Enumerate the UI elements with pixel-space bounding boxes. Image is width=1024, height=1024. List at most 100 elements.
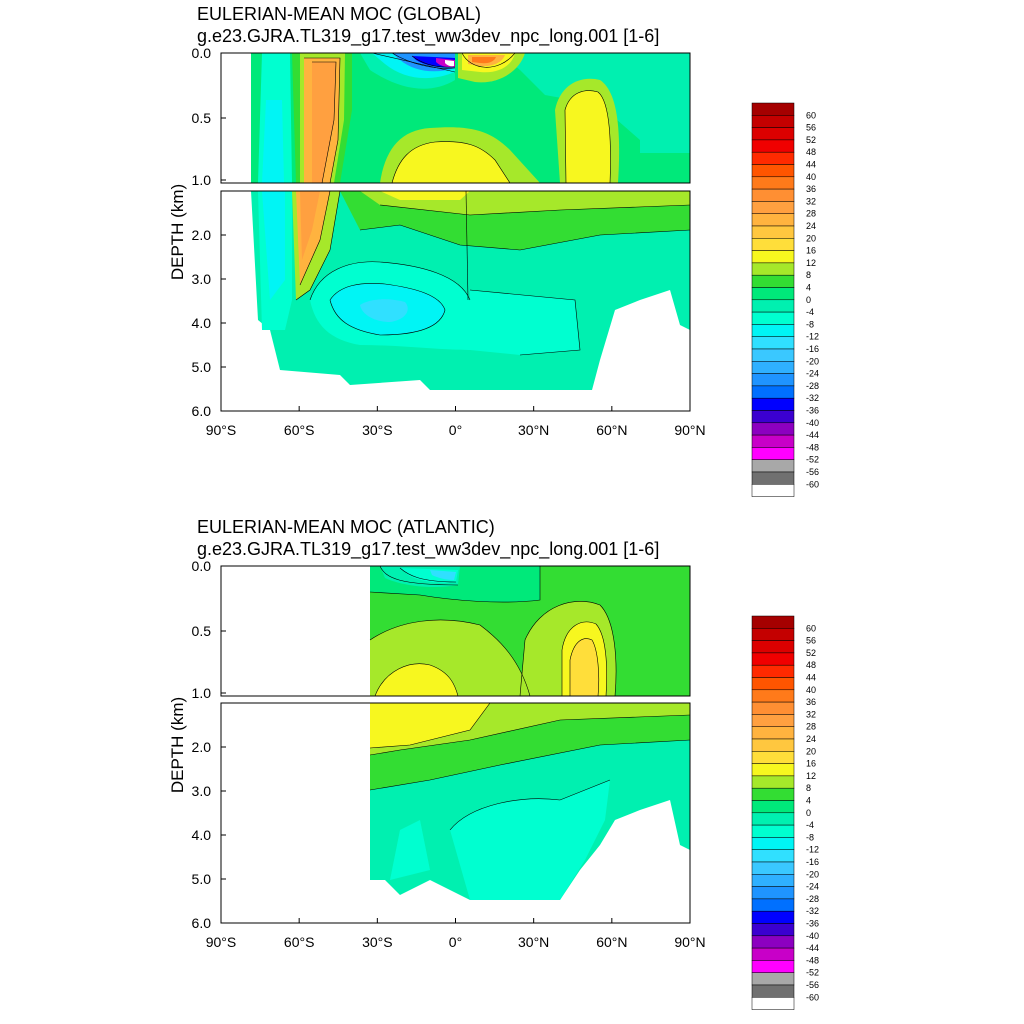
x-tick-label: 0° (449, 422, 462, 438)
colorbar-label: 60 (806, 110, 816, 120)
colorbar-swatch (751, 664, 795, 678)
colorbar-label: -44 (806, 943, 819, 953)
x-tick-label: 30°N (518, 422, 549, 438)
colorbar-swatch (751, 837, 795, 850)
colorbar-swatch (751, 849, 795, 863)
colorbar-swatch (751, 361, 795, 374)
colorbar-label: -20 (806, 356, 819, 366)
colorbar-swatch (751, 640, 795, 654)
x-tick-label: 90°N (674, 422, 705, 438)
y-tick-label: 2.0 (192, 227, 212, 243)
colorbar-swatch (751, 910, 795, 924)
colorbar-swatch (751, 459, 795, 473)
colorbar-swatch (751, 738, 795, 752)
colorbar-label: 28 (806, 722, 816, 732)
colorbar-swatch (751, 311, 795, 325)
colorbar-swatch (751, 652, 795, 666)
colorbar-label: -40 (806, 418, 819, 428)
colorbar-swatch (751, 997, 795, 1010)
y-tick-label: 5.0 (192, 359, 212, 375)
colorbar-swatch (751, 861, 795, 875)
colorbar-label: 44 (806, 673, 816, 683)
colorbar-swatch (751, 447, 795, 460)
colorbar-swatch (751, 397, 795, 411)
colorbar-swatch (751, 151, 795, 165)
colorbar-label: 48 (806, 147, 816, 157)
colorbar-swatch (751, 812, 795, 826)
colorbar-label: 56 (806, 636, 816, 646)
colorbar-label: -28 (806, 381, 819, 391)
x-tick-label: 60°N (596, 934, 627, 950)
colorbar-swatch (751, 763, 795, 777)
atlantic-axes: 90°S 60°S 30°S 0° 30°N 60°N 90°N 0.0 0.5 1.0 2.0 3.… (192, 558, 706, 950)
x-tick-label: 30°N (518, 934, 549, 950)
colorbar-swatch (751, 714, 795, 727)
x-tick-label: 90°S (206, 934, 237, 950)
colorbar-swatch (751, 102, 795, 116)
colorbar-swatch (751, 484, 795, 497)
colorbar-label: 24 (806, 734, 816, 744)
colorbar-label: 4 (806, 283, 811, 293)
colorbar-label: -12 (806, 845, 819, 855)
colorbar-label: -16 (806, 344, 819, 354)
y-tick-label: 5.0 (192, 871, 212, 887)
colorbar-label: 28 (806, 209, 816, 219)
colorbar-label: 52 (806, 135, 816, 145)
colorbar-swatch (751, 373, 795, 387)
colorbar-label: 56 (806, 123, 816, 133)
colorbar-label: 32 (806, 709, 816, 719)
colorbar-swatch (751, 751, 795, 764)
colorbar-label: -32 (806, 906, 819, 916)
colorbar-label: 36 (806, 697, 816, 707)
atlantic-colorbar: 60565248444036322824201612840-4-8-12-16-… (751, 615, 819, 1010)
global-colorbar: 60565248444036322824201612840-4-8-12-16-… (751, 102, 819, 497)
colorbar-swatch (751, 960, 795, 973)
atlantic-title: EULERIAN-MEAN MOC (ATLANTIC) (197, 517, 495, 537)
global-upper-field (221, 53, 690, 183)
x-tick-label: 90°S (206, 422, 237, 438)
colorbar-swatch (751, 434, 795, 448)
atlantic-lower-field (221, 703, 690, 923)
colorbar-label: -52 (806, 455, 819, 465)
colorbar-swatch (751, 385, 795, 399)
colorbar-label: 8 (806, 270, 811, 280)
colorbar-swatch (751, 176, 795, 190)
colorbar-label: 16 (806, 759, 816, 769)
colorbar-label: -4 (806, 820, 814, 830)
colorbar-swatch (751, 615, 795, 629)
colorbar-swatch (751, 886, 795, 900)
colorbar-swatch (751, 287, 795, 301)
colorbar-label: -60 (806, 479, 819, 489)
colorbar-swatch (751, 410, 795, 424)
colorbar-label: -16 (806, 857, 819, 867)
colorbar-label: 16 (806, 246, 816, 256)
colorbar-label: -48 (806, 442, 819, 452)
colorbar-label: -28 (806, 894, 819, 904)
global-title: EULERIAN-MEAN MOC (GLOBAL) (197, 4, 481, 24)
colorbar-swatch (751, 824, 795, 838)
colorbar-swatch (751, 800, 795, 814)
colorbar-label: 12 (806, 771, 816, 781)
colorbar-label: -24 (806, 882, 819, 892)
x-tick-label: 60°S (284, 934, 315, 950)
atlantic-ylabel: DEPTH (km) (168, 697, 187, 793)
colorbar-swatch (751, 324, 795, 337)
y-tick-label: 6.0 (192, 915, 212, 931)
colorbar-swatch (751, 250, 795, 264)
colorbar-label: -24 (806, 369, 819, 379)
colorbar-swatch (751, 923, 795, 937)
x-tick-label: 30°S (362, 934, 393, 950)
colorbar-label: 8 (806, 783, 811, 793)
colorbar-label: 52 (806, 648, 816, 658)
x-tick-label: 30°S (362, 422, 393, 438)
y-tick-label: 3.0 (192, 271, 212, 287)
colorbar-label: -20 (806, 869, 819, 879)
colorbar-swatch (751, 701, 795, 715)
colorbar-label: -44 (806, 430, 819, 440)
colorbar-swatch (751, 947, 795, 961)
colorbar-label: 32 (806, 196, 816, 206)
colorbar-swatch (751, 274, 795, 288)
colorbar-label: 12 (806, 258, 816, 268)
colorbar-swatch (751, 422, 795, 436)
colorbar-swatch (751, 127, 795, 141)
